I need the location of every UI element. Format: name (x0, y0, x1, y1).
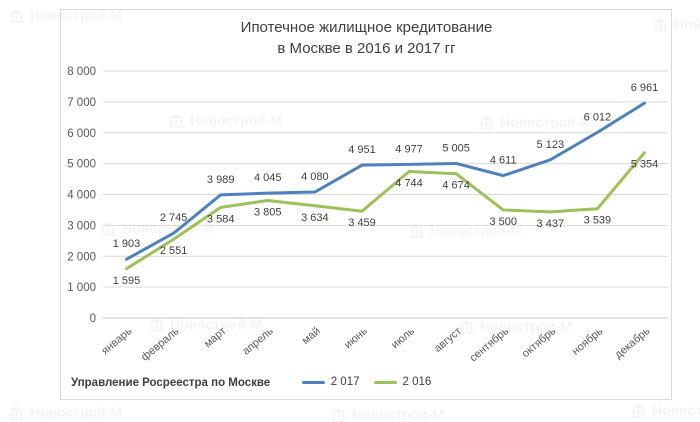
y-tick-label: 7 000 (67, 97, 96, 109)
data-label: 4 674 (442, 180, 470, 192)
data-label: 4 977 (395, 143, 423, 155)
data-label: 3 437 (537, 218, 565, 230)
legend-label: 2 016 (402, 376, 432, 388)
series-2017-line (125, 101, 646, 261)
legend-line-swatch (301, 380, 325, 384)
data-label: 4 951 (348, 144, 376, 156)
data-labels-2016: 1 595 2 551 3 584 3 805 3 634 3 459 4 744 4 674… (113, 159, 659, 287)
data-label: 5 123 (537, 139, 565, 151)
data-label: 4 080 (301, 171, 329, 183)
y-tick-label: 2 000 (67, 251, 96, 263)
y-tick-label: 4 000 (67, 190, 96, 202)
legend-line-swatch (373, 380, 397, 384)
y-tick-label: 5 000 (67, 159, 96, 171)
chart-title: Ипотечное жилищное кредитование в Москве… (60, 17, 673, 59)
chart-panel (60, 9, 672, 400)
data-label: 3 634 (301, 212, 329, 224)
data-label: 4 611 (490, 155, 517, 167)
y-tick-label: 1 000 (67, 282, 96, 294)
data-label: 3 584 (207, 213, 235, 225)
y-tick-label: 6 000 (67, 128, 96, 140)
x-tick-label: март (202, 325, 229, 350)
data-label: 4 045 (254, 172, 282, 184)
chart-title-line1: Ипотечное жилищное кредитование (240, 19, 493, 36)
x-tick-label: декабрь (613, 325, 653, 361)
data-label: 3 805 (254, 207, 282, 219)
x-tick-label: июнь (342, 325, 370, 351)
data-label: 1 903 (113, 238, 141, 250)
data-labels-2017: 1 903 2 745 3 989 4 045 4 080 4 951 4 977 5 005… (113, 82, 659, 250)
data-label: 3 500 (489, 216, 517, 228)
data-label: 4 744 (395, 178, 423, 190)
x-axis-labels: январь февраль март апрель май июнь июль август… (99, 325, 652, 364)
data-label: 5 005 (442, 142, 470, 154)
source-label: Управление Росреестра по Москве (71, 377, 271, 389)
y-tick-label: 0 (90, 313, 96, 325)
y-tick-label: 3 000 (67, 220, 96, 232)
x-tick-label: май (300, 325, 323, 347)
x-tick-label: октябрь (520, 325, 559, 360)
data-label: 3 539 (584, 215, 612, 227)
x-tick-label: сентябрь (468, 325, 512, 364)
data-label: 3 459 (348, 217, 376, 229)
chart-legend: 2 017 2 016 (60, 376, 673, 388)
legend-label: 2 017 (330, 376, 360, 388)
y-axis-labels: 0 1 000 2 000 3 000 4 000 5 000 6 000 7 000 8 00… (67, 66, 96, 325)
y-tick-label: 8 000 (67, 66, 96, 78)
x-tick-label: апрель (240, 325, 276, 358)
data-label: 6 012 (584, 111, 612, 123)
x-tick-label: июль (389, 325, 417, 351)
chart-title-line2: в Москве в 2016 и 2017 гг (277, 40, 456, 57)
legend-item-2016: 2 016 (373, 376, 432, 388)
data-label: 2 551 (160, 245, 188, 257)
data-label: 5 354 (631, 159, 659, 171)
gridlines (103, 70, 668, 319)
data-label: 1 595 (113, 275, 141, 287)
series-2016-line (125, 151, 646, 271)
x-tick-label: август (432, 325, 464, 355)
data-label: 2 745 (160, 212, 188, 224)
x-tick-label: январь (99, 325, 134, 357)
x-tick-label: ноябрь (570, 325, 606, 358)
data-label: 3 989 (207, 174, 235, 186)
x-tick-label: февраль (139, 325, 182, 364)
legend-item-2017: 2 017 (301, 376, 360, 388)
data-label: 6 961 (631, 82, 659, 94)
